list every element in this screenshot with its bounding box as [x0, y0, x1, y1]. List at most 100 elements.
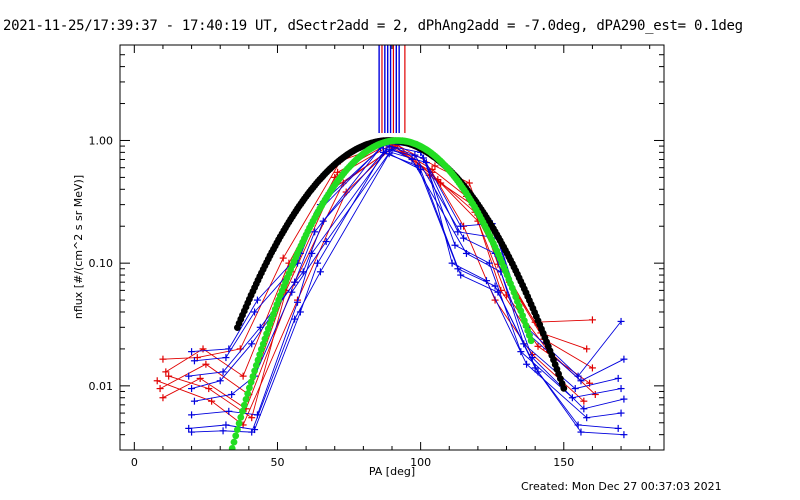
- series-line-8: [188, 145, 619, 390]
- x-tick-label: 150: [553, 456, 574, 469]
- series-marker: [422, 159, 430, 167]
- series-line-7: [194, 144, 625, 382]
- series-marker: [334, 168, 342, 176]
- x-tick-label: 50: [270, 456, 284, 469]
- series-marker: [162, 368, 170, 376]
- series-marker: [219, 368, 227, 376]
- series-marker: [239, 372, 247, 380]
- series-marker: [311, 228, 319, 236]
- series-marker: [534, 342, 542, 350]
- series-marker: [248, 428, 256, 436]
- series-marker: [185, 424, 193, 432]
- fit-dot: [242, 396, 250, 403]
- series-marker: [580, 405, 588, 413]
- plot-frame: [119, 44, 665, 451]
- fit-dot: [235, 420, 243, 427]
- series-marker: [159, 394, 167, 402]
- chart-title: 2021-11-25/17:39:37 - 17:40:19 UT, dSect…: [3, 18, 743, 34]
- series-marker: [225, 407, 233, 415]
- series-marker: [288, 288, 296, 296]
- series-marker: [185, 372, 193, 380]
- series-marker: [188, 385, 196, 393]
- series-marker: [419, 154, 427, 162]
- series-marker: [202, 360, 210, 368]
- series-marker: [460, 234, 468, 242]
- series-marker: [462, 249, 470, 257]
- series-marker: [219, 427, 227, 435]
- series-marker: [208, 397, 216, 405]
- series-marker: [294, 298, 302, 306]
- series-marker: [617, 409, 625, 417]
- series-marker: [620, 395, 628, 403]
- series-marker: [388, 145, 396, 153]
- fit-dot: [249, 373, 257, 380]
- series-line-11: [191, 150, 622, 419]
- series-marker: [620, 355, 628, 363]
- series-marker: [465, 179, 473, 187]
- series-marker: [188, 411, 196, 419]
- series-marker: [571, 385, 579, 393]
- series-marker: [291, 315, 299, 323]
- series-layer: [153, 138, 628, 439]
- series-marker: [296, 308, 304, 316]
- fit-dot: [244, 390, 252, 397]
- series-marker: [248, 414, 256, 422]
- series-marker: [248, 340, 256, 348]
- series-marker: [583, 414, 591, 422]
- series-line-13: [191, 153, 624, 436]
- series-marker: [451, 241, 459, 249]
- series-marker: [190, 357, 198, 365]
- series-line-6: [191, 142, 622, 377]
- fit-dot: [246, 384, 253, 392]
- series-marker: [448, 259, 456, 267]
- x-tick-label: 100: [410, 456, 431, 469]
- fit-dot: [251, 367, 258, 375]
- series-marker: [620, 431, 628, 439]
- series-marker: [457, 222, 465, 230]
- x-tick-label: 0: [131, 456, 138, 469]
- series-marker: [614, 374, 622, 382]
- series-marker: [279, 254, 287, 262]
- series-marker: [534, 368, 542, 376]
- series-marker: [256, 323, 264, 331]
- series-marker: [308, 249, 316, 257]
- fit-dot: [252, 362, 260, 369]
- fit-dot: [247, 378, 255, 386]
- series-marker: [577, 377, 585, 385]
- fit-dot: [232, 432, 240, 440]
- fit-dot: [254, 356, 262, 364]
- series-marker: [190, 397, 198, 405]
- y-tick-label: 0.01: [89, 380, 114, 393]
- y-tick-label: 1.00: [89, 134, 114, 147]
- series-marker: [165, 372, 173, 380]
- fit-curve-1: [228, 137, 535, 450]
- series-marker: [580, 397, 588, 405]
- series-marker: [457, 271, 465, 279]
- series-marker: [159, 355, 167, 363]
- fit-dot: [258, 345, 265, 353]
- series-marker: [591, 391, 599, 399]
- series-marker: [417, 165, 425, 173]
- series-line-2: [159, 143, 593, 396]
- series-marker: [322, 238, 330, 246]
- series-marker: [196, 374, 204, 382]
- series-marker: [156, 385, 164, 393]
- series-marker: [314, 259, 322, 267]
- series-marker: [577, 428, 585, 436]
- series-marker: [228, 391, 236, 399]
- series-marker: [188, 428, 196, 436]
- series-marker: [291, 278, 299, 286]
- series-marker: [431, 162, 439, 170]
- series-marker: [316, 268, 324, 276]
- x-axis-label: PA [deg]: [369, 465, 415, 478]
- series-marker: [614, 424, 622, 432]
- series-marker: [199, 345, 207, 353]
- series-marker: [385, 150, 393, 158]
- vertical-markers-layer: [378, 45, 406, 134]
- series-marker: [205, 385, 213, 393]
- series-marker: [379, 148, 387, 156]
- series-marker: [216, 377, 224, 385]
- series-marker: [491, 282, 499, 290]
- fit-dot: [230, 438, 238, 446]
